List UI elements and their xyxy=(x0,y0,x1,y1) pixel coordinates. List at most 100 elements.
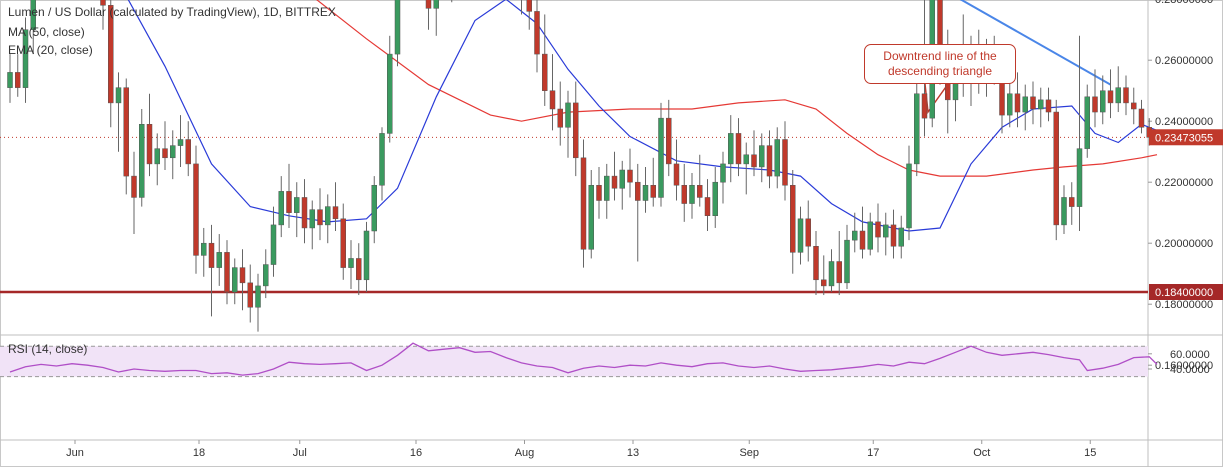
chart-title: Lumen / US Dollar (calculated by Trading… xyxy=(8,5,336,19)
rsi-legend: RSI (14, close) xyxy=(8,342,88,356)
candle-body xyxy=(108,5,114,104)
candle-body xyxy=(216,252,222,268)
candle-body xyxy=(387,53,393,134)
candle-body xyxy=(844,239,850,284)
candle-body xyxy=(185,139,191,165)
support-price-label-box xyxy=(1149,284,1223,300)
candle-body xyxy=(131,175,137,198)
downtrend-line xyxy=(959,0,1111,86)
candle-body xyxy=(278,191,284,226)
candle-body xyxy=(325,206,331,226)
candle-body xyxy=(100,0,106,6)
candle-body xyxy=(542,53,548,91)
price-tick-label: 0.20000000 xyxy=(1155,238,1213,250)
candle-body xyxy=(635,181,641,201)
candle-body xyxy=(604,175,610,201)
candle-body xyxy=(1014,93,1021,113)
candle-body xyxy=(1007,93,1013,116)
candle-body xyxy=(751,154,757,168)
candle-body xyxy=(154,148,160,165)
candle-body xyxy=(162,148,168,159)
candle-body xyxy=(573,102,579,159)
candle-body xyxy=(123,87,129,177)
candle-body xyxy=(611,175,618,189)
candle-body xyxy=(728,133,734,165)
candle-body xyxy=(720,163,726,183)
candle-body xyxy=(890,224,897,247)
candle-body xyxy=(286,191,292,213)
candle-body xyxy=(619,169,625,189)
candle-body xyxy=(232,267,238,293)
candle-body xyxy=(7,72,13,88)
ma50-line xyxy=(316,0,1158,177)
candle-body xyxy=(712,181,718,216)
support-price-label: 0.18400000 xyxy=(1155,287,1213,299)
candle-body xyxy=(580,157,587,250)
candle-body xyxy=(15,72,21,88)
date-tick-label: Aug xyxy=(515,447,535,459)
callout-line-1: Downtrend line of the xyxy=(883,49,997,63)
rsi-band xyxy=(0,346,1148,377)
candle-body xyxy=(588,185,594,250)
candle-body xyxy=(549,90,556,110)
candle-body xyxy=(255,285,261,308)
date-tick-label: 18 xyxy=(193,447,205,459)
candle-body xyxy=(697,185,703,198)
candle-body xyxy=(766,145,773,177)
candle-body xyxy=(301,197,308,229)
candle-body xyxy=(852,230,858,241)
rsi-line xyxy=(9,342,1158,376)
candle-body xyxy=(689,185,695,204)
candle-body xyxy=(224,252,230,293)
price-tick-label: 0.18000000 xyxy=(1155,299,1213,311)
candle-body xyxy=(821,279,827,287)
candle-body xyxy=(1123,87,1129,104)
candle-body xyxy=(565,102,571,128)
candle-body xyxy=(557,108,563,128)
date-tick-label: Jul xyxy=(293,447,307,459)
candle-body xyxy=(1138,108,1145,128)
candle-body xyxy=(193,163,199,256)
date-tick-label: Jun xyxy=(66,447,84,459)
candle-body xyxy=(433,0,439,9)
candle-body xyxy=(813,246,819,281)
candle-body xyxy=(883,224,889,238)
candle-body xyxy=(875,221,881,238)
candle-body xyxy=(1045,99,1052,113)
candle-body xyxy=(921,93,928,119)
candle-body xyxy=(139,124,145,198)
candle-body xyxy=(906,163,912,229)
candle-body xyxy=(867,221,873,250)
candle-body xyxy=(356,258,362,281)
candle-body xyxy=(394,0,401,55)
candle-body xyxy=(1076,148,1083,207)
rsi-tick-label: 40.0000 xyxy=(1170,364,1210,376)
candle-body xyxy=(146,124,153,165)
ma-legend: MA (50, close) xyxy=(8,25,85,39)
candle-body xyxy=(309,209,315,229)
candle-body xyxy=(805,218,811,247)
candle-body xyxy=(743,154,749,165)
price-tick-label: 0.16000000 xyxy=(1155,360,1213,372)
candle-body xyxy=(294,197,300,213)
candle-body xyxy=(534,11,540,55)
candle-body xyxy=(208,242,215,268)
candle-body xyxy=(379,133,385,186)
candle-body xyxy=(673,163,680,186)
candle-body xyxy=(650,185,656,198)
date-tick-label: 16 xyxy=(410,447,422,459)
candle-body xyxy=(774,139,780,177)
last-price-label-box xyxy=(1149,129,1223,146)
last-price-label: 0.23473055 xyxy=(1155,132,1213,144)
candle-body xyxy=(170,145,176,159)
date-tick-label: Sep xyxy=(739,447,759,459)
candle-body xyxy=(627,169,633,183)
candle-body xyxy=(898,227,904,247)
callout-pointer xyxy=(924,83,949,115)
candle-body xyxy=(30,0,36,30)
candle-body xyxy=(1038,99,1044,110)
candle-body xyxy=(704,197,711,216)
trendline-callout: Downtrend line of the descending triangl… xyxy=(864,44,1016,84)
date-tick-label: 15 xyxy=(1084,447,1096,459)
